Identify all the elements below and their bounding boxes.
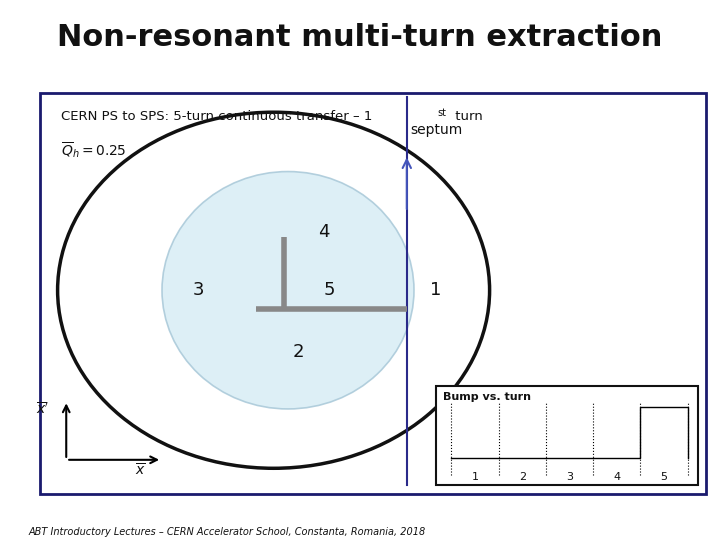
FancyBboxPatch shape [40, 93, 706, 494]
Text: 4: 4 [613, 472, 621, 482]
Text: ABT Introductory Lectures – CERN Accelerator School, Constanta, Romania, 2018: ABT Introductory Lectures – CERN Acceler… [29, 527, 426, 537]
Ellipse shape [162, 172, 414, 409]
Text: CERN PS to SPS: 5-turn continuous transfer – 1: CERN PS to SPS: 5-turn continuous transf… [61, 110, 372, 123]
Text: 3: 3 [566, 472, 573, 482]
Text: 1: 1 [430, 281, 441, 299]
Text: 5: 5 [660, 472, 667, 482]
Text: septum: septum [410, 123, 463, 137]
Text: 2: 2 [293, 343, 305, 361]
Text: 2: 2 [518, 472, 526, 482]
Text: 4: 4 [318, 223, 330, 241]
Text: 3: 3 [192, 281, 204, 299]
Text: 5: 5 [324, 281, 336, 299]
Text: $\overline{x}'$: $\overline{x}'$ [36, 401, 49, 417]
FancyBboxPatch shape [436, 386, 698, 485]
Text: Bump vs. turn: Bump vs. turn [443, 392, 531, 402]
Text: st: st [437, 108, 446, 118]
Text: Non-resonant multi-turn extraction: Non-resonant multi-turn extraction [58, 23, 662, 52]
Text: $\overline{x}$: $\overline{x}$ [135, 463, 145, 479]
Text: 1: 1 [472, 472, 479, 482]
Ellipse shape [58, 112, 490, 468]
Text: $\overline{Q}_h = 0.25$: $\overline{Q}_h = 0.25$ [61, 140, 127, 160]
Text: turn: turn [451, 110, 483, 123]
